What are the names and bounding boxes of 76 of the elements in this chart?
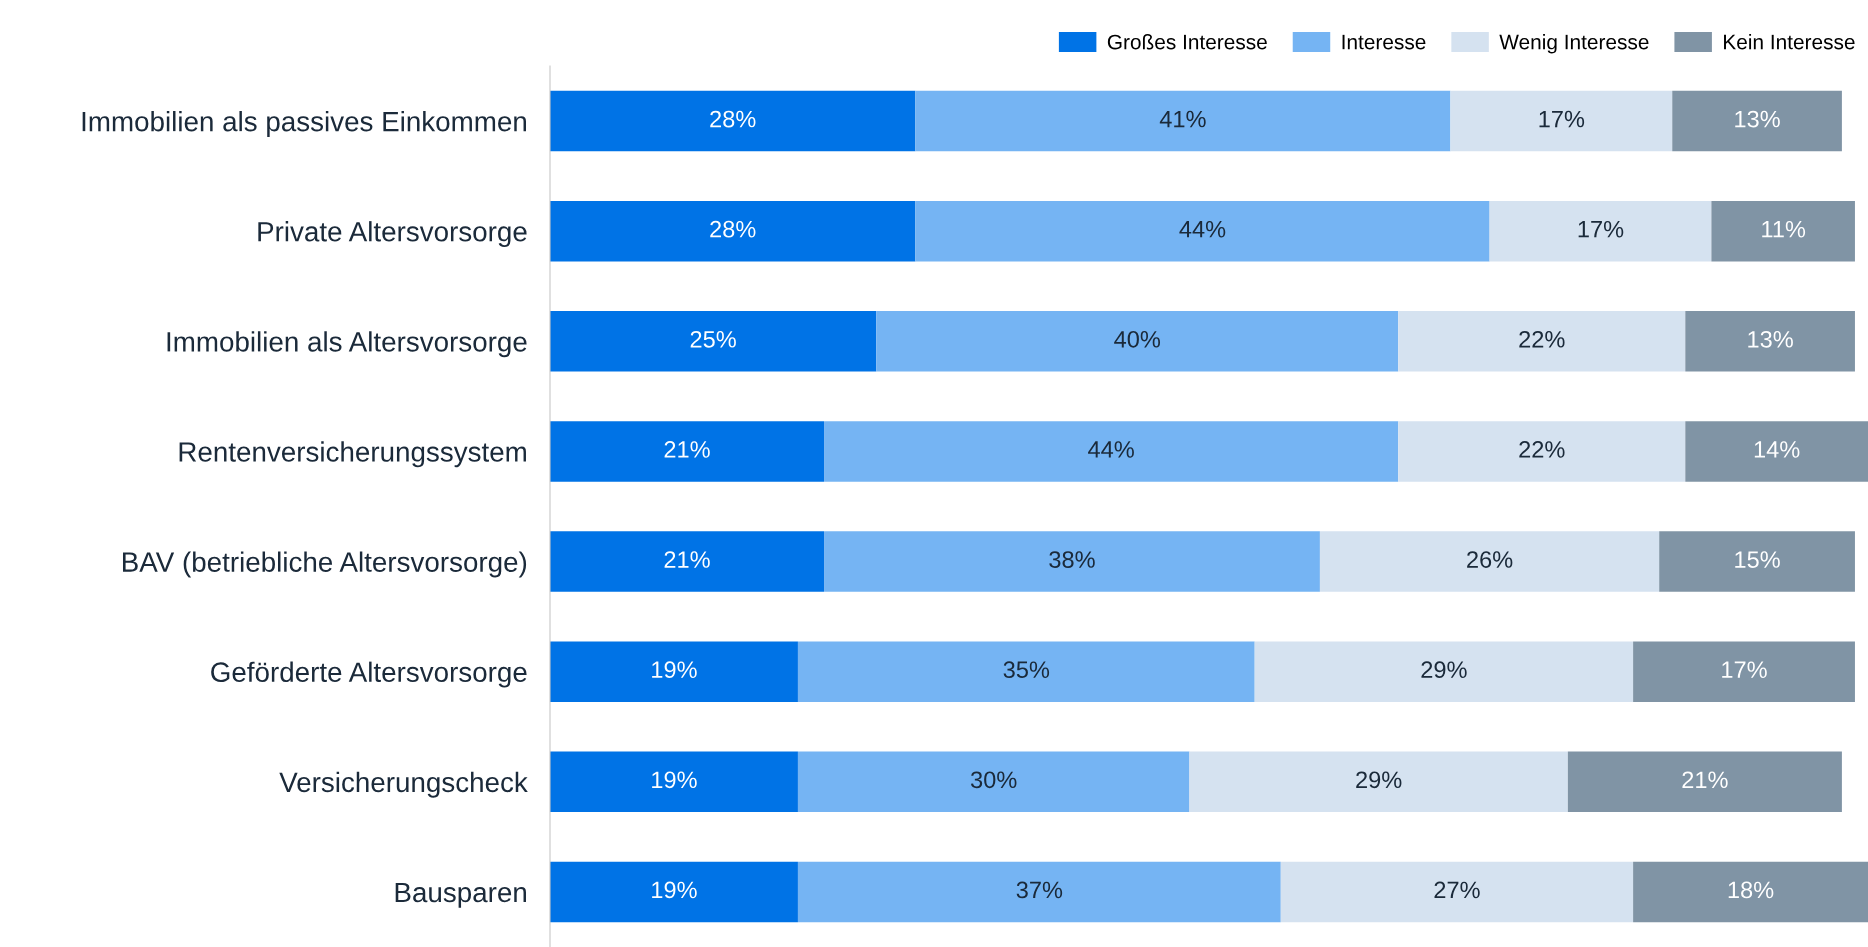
data-label: 19% [652, 771, 697, 789]
data-label: 29% [1421, 661, 1467, 679]
data-label: 27% [1434, 881, 1480, 899]
bar [1489, 200, 1712, 262]
data-label: 44% [1179, 220, 1226, 238]
data-label: 21% [1682, 771, 1728, 789]
bar [1189, 751, 1568, 813]
data-label: 18% [1728, 881, 1774, 899]
y-tick-label: Versicherungscheck [279, 771, 528, 798]
data-label: 38% [1049, 551, 1095, 568]
data-label: 17% [1722, 661, 1767, 678]
bar [550, 641, 798, 702]
bar [550, 421, 825, 482]
data-label: 19% [652, 881, 697, 899]
y-tick-label: Rentenversicherungssystem [179, 441, 526, 468]
bar [550, 90, 916, 152]
bar [1567, 751, 1842, 813]
data-label: 13% [1735, 110, 1780, 128]
data-label: 41% [1159, 110, 1206, 128]
bar [824, 421, 1399, 482]
bar [824, 531, 1320, 592]
bar [550, 861, 798, 923]
bar [915, 200, 1490, 262]
data-label: 29% [1356, 771, 1402, 789]
y-tick-label: Geförderte Altersvorsorge [211, 661, 527, 688]
bar [1685, 421, 1868, 482]
legend-label: Wenig Interesse [1499, 34, 1649, 54]
data-label: 13% [1748, 330, 1793, 348]
data-label: 21% [664, 441, 710, 458]
y-tick-label: Bausparen [395, 882, 526, 908]
legend-label: Interesse [1342, 34, 1426, 50]
data-label: 19% [652, 661, 697, 679]
bar [1450, 90, 1673, 152]
data-label: 14% [1754, 441, 1800, 458]
bar [1254, 641, 1634, 702]
bar [550, 311, 877, 372]
data-label: 26% [1467, 551, 1513, 568]
data-label: 17% [1539, 110, 1585, 128]
bar [797, 751, 1190, 813]
bar [550, 200, 916, 262]
bar [1398, 421, 1686, 482]
bar [1319, 531, 1660, 592]
data-label: 17% [1578, 220, 1624, 238]
bar [550, 751, 798, 813]
data-label: 22% [1519, 330, 1565, 348]
legend-label: Kein Interesse [1724, 34, 1855, 50]
y-tick-label: Immobilien als Altersvorsorge [167, 331, 527, 358]
bar [1659, 531, 1855, 592]
y-tick-label: Immobilien als passives Einkommen [82, 111, 526, 137]
data-label: 28% [710, 110, 756, 128]
data-label: 25% [690, 330, 736, 348]
bar [876, 311, 1399, 372]
data-label: 35% [1003, 661, 1050, 679]
data-label: 11% [1762, 220, 1806, 238]
data-label: 40% [1114, 330, 1161, 348]
y-tick-label: BAV (betriebliche Altersvorsorge) [122, 551, 527, 578]
bar [797, 861, 1281, 923]
data-label: 22% [1519, 441, 1565, 458]
data-label: 28% [710, 220, 756, 238]
y-tick-label: Private Altersvorsorge [258, 221, 527, 248]
data-label: 21% [664, 551, 710, 568]
legend-label: Großes Interesse [1107, 34, 1267, 50]
data-label: 30% [970, 771, 1017, 789]
bar [1672, 90, 1842, 152]
bar [550, 531, 825, 592]
bar [1685, 311, 1855, 372]
bar [1280, 861, 1634, 923]
data-label: 37% [1016, 881, 1063, 899]
bar [797, 641, 1255, 702]
data-label: 15% [1735, 551, 1780, 568]
bar [1711, 200, 1855, 262]
bar [915, 90, 1451, 152]
data-label: 44% [1088, 441, 1134, 458]
bar [1398, 311, 1686, 372]
bar [1633, 861, 1868, 923]
bar [1633, 641, 1855, 702]
